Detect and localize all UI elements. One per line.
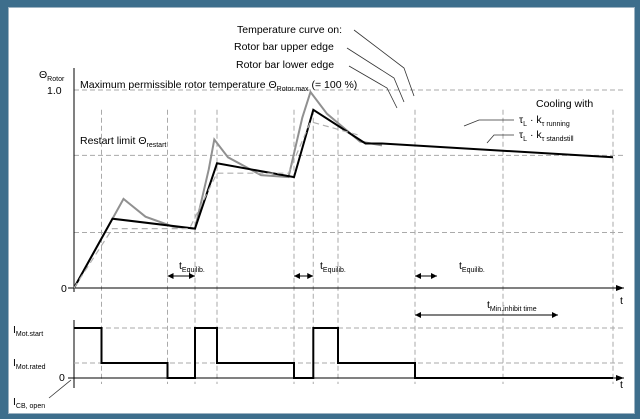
x-axis-label-bottom: t xyxy=(620,379,623,391)
series-dashed xyxy=(73,120,361,289)
figure-frame: ΘRotor 1.0 0 Temperature curve on: Rotor… xyxy=(8,7,635,414)
series-rotor-bar-lower-edge xyxy=(73,108,614,289)
i-rated-tick: IMot.rated xyxy=(13,357,46,371)
series-rotor-bar-upper-edge xyxy=(73,89,383,289)
t-equilib-label-1: tEquilib. xyxy=(179,260,205,274)
restart-limit-label: Restart limit Θrestart xyxy=(80,135,166,149)
t-min-inhibit-label: tMin.inhibit time xyxy=(487,299,537,313)
t-equilib-label-2: tEquilib. xyxy=(320,260,346,274)
y-tick-1: 1.0 xyxy=(47,85,62,97)
y-tick-0: 0 xyxy=(61,283,67,295)
t-equilib-arrow-1-arrow-left xyxy=(167,273,174,279)
cooling-label: Cooling with xyxy=(536,98,593,110)
t-equilib-arrow-3-arrow-left xyxy=(415,273,421,279)
lower-edge-label: Rotor bar lower edge xyxy=(236,59,334,71)
i-cb-open-label: ICB, open xyxy=(13,396,45,410)
series-current xyxy=(74,327,613,379)
cb-open-leader xyxy=(48,379,72,399)
t-equilib-label-3: tEquilib. xyxy=(459,260,485,274)
x-axis-label-top: t xyxy=(620,295,623,307)
x-axis-bottom-arrow xyxy=(616,375,624,381)
curve-title: Temperature curve on: xyxy=(237,24,342,36)
tau-running-label: τL · kτ running xyxy=(519,114,570,128)
t-equilib-arrow-3-arrow-right xyxy=(431,273,437,279)
tau-running-leader xyxy=(463,119,514,127)
t-equilib-arrow-1-arrow-right xyxy=(189,273,195,279)
lower-edge-leader xyxy=(348,65,398,109)
t-equilib-arrow-2-arrow-right xyxy=(307,273,314,279)
chart-labels: ΘRotor 1.0 0 Temperature curve on: Rotor… xyxy=(13,24,623,410)
t-min-inhibit-arrow-arrow-left xyxy=(415,312,421,318)
y-axis-title: ΘRotor xyxy=(39,69,65,83)
upper-edge-leader xyxy=(346,47,405,103)
t-equilib-arrow-2-arrow-left xyxy=(294,273,300,279)
max-temp-label: Maximum permissible rotor temperature ΘR… xyxy=(80,79,357,93)
tau-standstill-label: τL · kτ standstill xyxy=(519,129,574,143)
chart-canvas: ΘRotor 1.0 0 Temperature curve on: Rotor… xyxy=(13,24,624,410)
tau-standstill-leader xyxy=(486,134,514,144)
x-axis-top-arrow xyxy=(616,285,624,291)
i-start-tick: IMot.start xyxy=(13,324,43,338)
i-zero-tick: 0 xyxy=(59,372,65,384)
curve-title-leader xyxy=(353,29,415,97)
upper-edge-label: Rotor bar upper edge xyxy=(234,41,334,53)
t-min-inhibit-arrow-arrow-right xyxy=(552,312,558,318)
